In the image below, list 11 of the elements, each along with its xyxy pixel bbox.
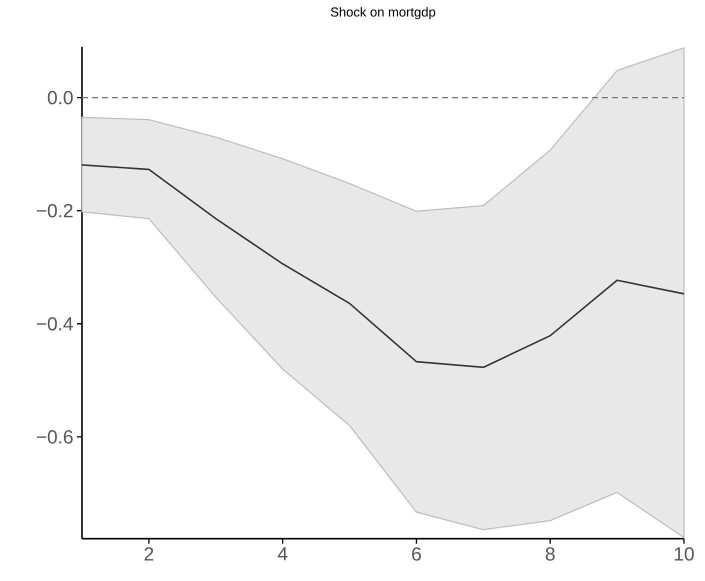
x-tick-label: 6 [412, 547, 421, 561]
x-tick-label: 2 [144, 547, 154, 560]
chart-title: Shock on mortgdp [330, 7, 436, 20]
y-tick-label: −0.6 [36, 430, 73, 444]
x-tick-label: 8 [546, 547, 555, 561]
x-tick-label: 10 [674, 547, 694, 561]
x-tick-label: 4 [278, 547, 288, 560]
line-series [81, 164, 685, 368]
y-tick-label: 0.0 [48, 90, 73, 104]
y-tick-label: −0.4 [36, 317, 73, 331]
y-tick-label: −0.2 [36, 204, 73, 218]
